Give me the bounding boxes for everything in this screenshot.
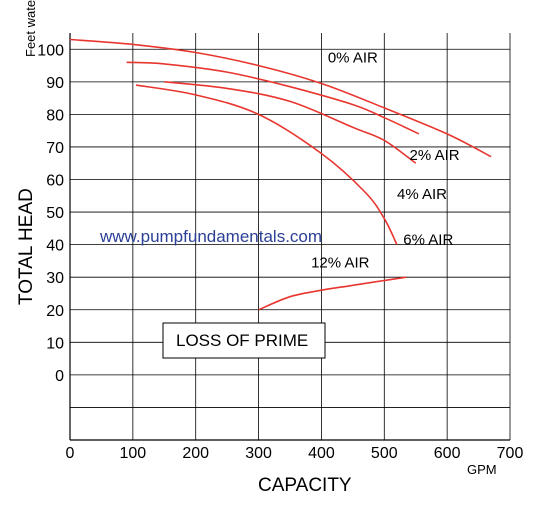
x-tick-label: 400 <box>308 445 335 462</box>
x-tick-label: 700 <box>497 445 524 462</box>
y-axis-unit: Feet water <box>23 0 38 57</box>
series-curves <box>69 38 492 311</box>
x-tick-label: 0 <box>66 445 75 462</box>
series-label: 2% AIR <box>410 147 460 164</box>
series-label: 0% AIR <box>328 49 378 66</box>
series-label: 6% AIR <box>403 232 453 249</box>
tick-labels: 0 100 200 300 400 500 600 700 0 10 20 30 40 50 60 70 80 9… <box>37 42 523 462</box>
x-axis-title: CAPACITY <box>258 475 352 496</box>
y-tick-label: 60 <box>46 173 64 190</box>
grid-lines <box>69 33 511 441</box>
watermark-text: www.pumpfundamentals.com <box>99 227 322 246</box>
loss-of-prime-box <box>162 322 326 359</box>
series-label: 4% AIR <box>397 186 447 203</box>
x-axis-unit: GPM <box>467 462 497 477</box>
series-line <box>258 276 407 311</box>
y-axis-title: TOTAL HEAD <box>16 188 37 305</box>
y-tick-label: 50 <box>46 205 64 222</box>
y-tick-label: 70 <box>46 140 64 157</box>
x-tick-label: 500 <box>371 445 398 462</box>
x-tick-label: 100 <box>120 445 147 462</box>
y-tick-label: 80 <box>46 107 64 124</box>
x-tick-label: 300 <box>245 445 272 462</box>
series-line <box>135 84 398 245</box>
y-tick-label: 90 <box>46 75 64 92</box>
y-tick-label: 0 <box>55 368 64 385</box>
series-labels: 0% AIR 2% AIR 4% AIR 6% AIR 12% AIR <box>311 49 460 271</box>
x-tick-label: 600 <box>434 445 461 462</box>
x-tick-label: 200 <box>182 445 209 462</box>
series-line <box>164 81 417 164</box>
y-tick-label: 20 <box>46 303 64 320</box>
loss-of-prime-label: LOSS OF PRIME <box>176 331 308 350</box>
y-tick-label: 100 <box>37 42 64 59</box>
series-label: 12% AIR <box>311 254 370 271</box>
series-line <box>126 61 420 135</box>
y-tick-label: 40 <box>46 238 64 255</box>
series-line <box>69 38 492 158</box>
y-tick-label: 30 <box>46 270 64 287</box>
y-tick-label: 10 <box>46 335 64 352</box>
